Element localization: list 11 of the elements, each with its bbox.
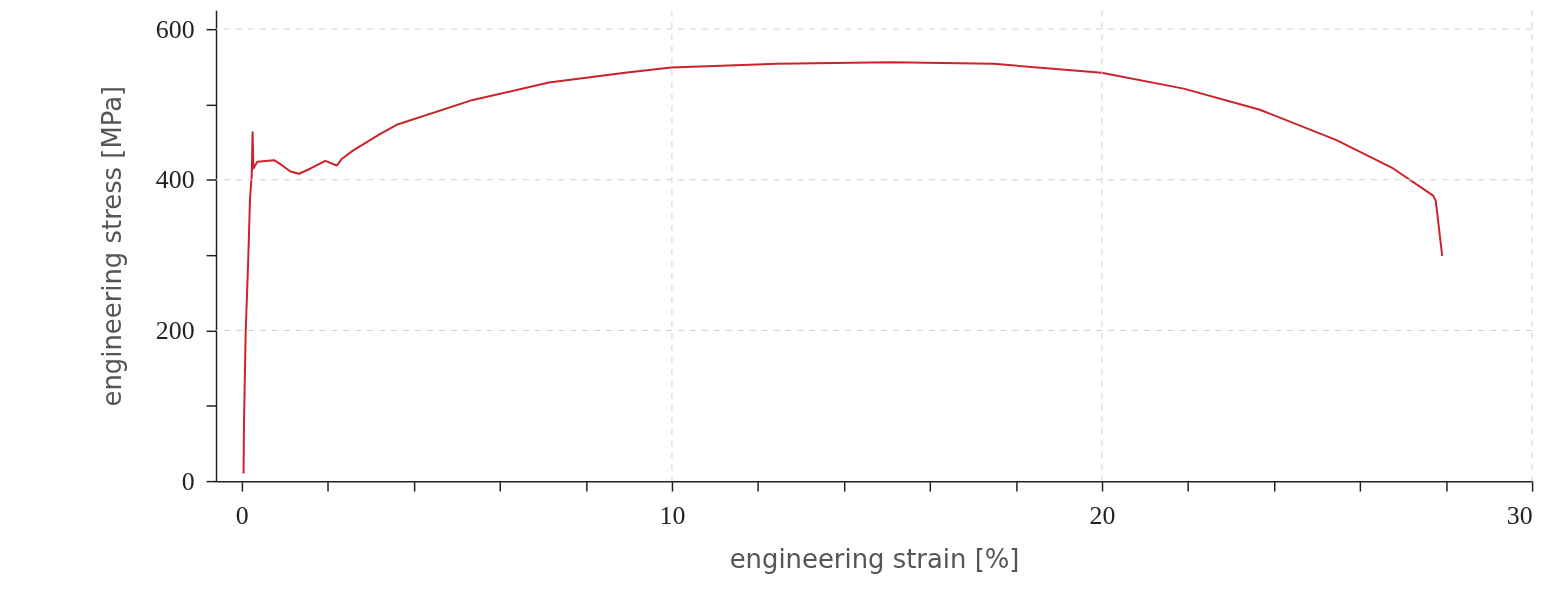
x-tick-label: 0 <box>235 501 249 531</box>
x-tick-label: 30 <box>1506 501 1533 531</box>
y-tick-label: 600 <box>155 14 195 44</box>
y-tick-label: 400 <box>155 165 195 195</box>
x-tick-label: 10 <box>659 501 686 531</box>
line-series <box>242 61 1444 475</box>
x-axis-title: engineering strain [%] <box>729 544 1020 575</box>
y-tick-label: 0 <box>181 466 195 496</box>
x-tick-label: 20 <box>1089 501 1116 531</box>
y-tick-label: 200 <box>155 315 195 345</box>
y-axis-title: engineering stress [MPa] <box>96 85 127 407</box>
